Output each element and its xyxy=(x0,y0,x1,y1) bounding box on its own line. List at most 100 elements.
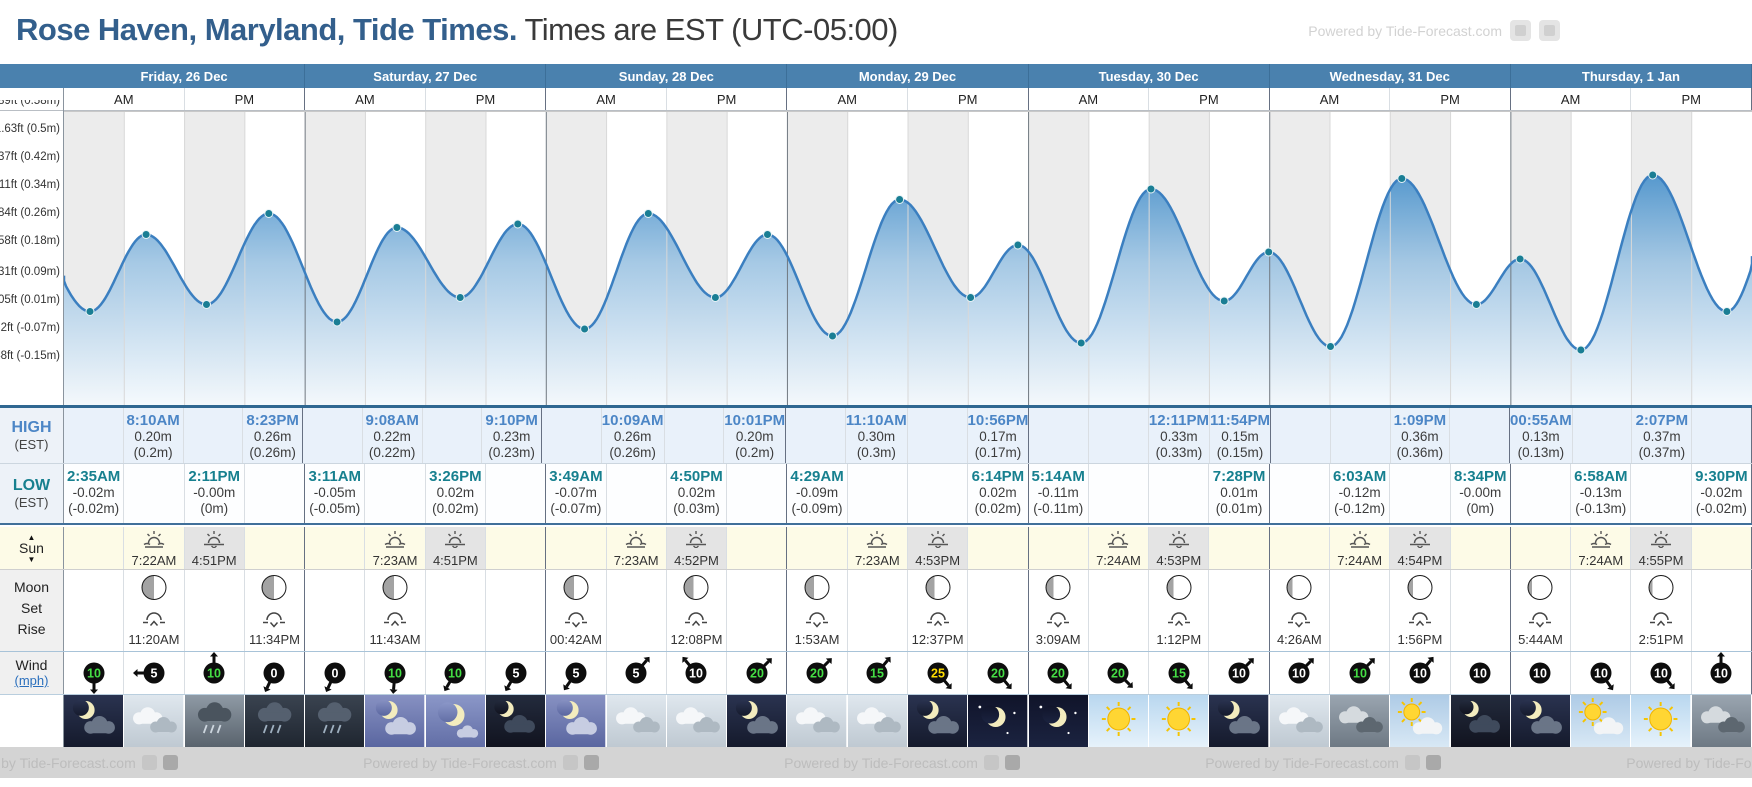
sun-set-time: 4:55PM xyxy=(1638,553,1684,568)
weather-icon-cloud xyxy=(606,695,666,747)
wind-arrow-icon: 20 xyxy=(1107,662,1134,688)
moon-rise-time: 1:56PM xyxy=(1397,632,1443,647)
weather-cell-sun-cloud xyxy=(1390,695,1451,747)
footer-share-icon[interactable] xyxy=(141,755,157,770)
weather-cell-night-moon-cloud xyxy=(1510,695,1572,747)
weather-cell-moon-cloud-blue xyxy=(546,695,607,747)
high-tide-height: 0.36m xyxy=(1401,429,1439,444)
ampm-cell: AM xyxy=(1029,88,1150,110)
wind-arrow-icon: 10 xyxy=(1228,658,1254,684)
moon-cell xyxy=(425,570,486,651)
moon-cell: 12:37PM xyxy=(907,570,969,651)
sun-cell: 7:24AM xyxy=(1088,527,1150,569)
footer-powered-by[interactable]: Powered by Tide-Forecast.com xyxy=(1626,755,1752,771)
page-title-location: Rose Haven, Maryland, Tide Times. xyxy=(16,12,517,47)
wind-arrow-icon: 5 xyxy=(625,656,650,684)
low-tide-time: 3:26PM xyxy=(429,468,482,485)
powered-by-header[interactable]: Powered by Tide-Forecast.com xyxy=(1308,20,1560,41)
tide-extreme-marker xyxy=(141,230,151,239)
wind-speed-cell: 20 xyxy=(1088,652,1150,694)
sunrise-icon xyxy=(1590,531,1612,548)
powered-by-text[interactable]: Powered by Tide-Forecast.com xyxy=(1308,22,1502,39)
high-tide-entry: 8:23PM 0.26m (0.26m) xyxy=(243,408,302,461)
low-tide-cell: 6:58AM -0.13m (-0.13m) xyxy=(1571,464,1632,523)
sun-cell xyxy=(1028,527,1089,569)
moon-cell: 11:43AM xyxy=(365,570,426,651)
wind-speed-cell: 20 xyxy=(727,652,788,694)
moon-cell xyxy=(1450,570,1511,651)
day-header-5: Tuesday, 30 Dec xyxy=(1029,64,1270,88)
footer-powered-by-text[interactable]: Powered by Tide-Forecast.com xyxy=(363,754,557,771)
moon-rise-time: 11:43AM xyxy=(369,632,421,647)
weather-icon-cloud xyxy=(124,695,184,747)
low-tide-height-alt: (-0.07m) xyxy=(550,501,602,516)
moon-cell xyxy=(64,570,125,651)
footer-powered-by-text[interactable]: Powered by Tide-Forecast.com xyxy=(1626,754,1752,771)
tide-extreme-marker xyxy=(1264,247,1274,257)
low-est-label: (EST) xyxy=(14,495,49,510)
high-tide-entry: 12:11PM 0.33m (0.33m) xyxy=(1149,408,1209,461)
wind-speed-cell: 25 xyxy=(907,652,969,694)
wind-speed-cell: 5 xyxy=(606,652,667,694)
low-tide-cell: 2:35AM -0.02m (-0.02m) xyxy=(64,464,125,523)
high-tide-entry: 00:55AM 0.13m (0.13m) xyxy=(1510,408,1572,461)
day-header-1: Friday, 26 Dec xyxy=(64,64,306,88)
day-header-row: Friday, 26 Dec Saturday, 27 Dec Sunday, 28… xyxy=(0,64,1752,88)
low-tide-cell: 6:03AM -0.12m (-0.12m) xyxy=(1329,464,1391,523)
footer-powered-by[interactable]: Powered by Tide-Forecast.com xyxy=(363,755,599,771)
share-icon[interactable] xyxy=(1510,20,1531,41)
moon-set-icon-wrap xyxy=(1047,608,1070,633)
footer-share-icon[interactable] xyxy=(1404,755,1420,770)
low-tide-height-alt: (0m) xyxy=(1466,501,1495,516)
wind-unit-link[interactable]: (mph) xyxy=(14,673,49,688)
footer-powered-by[interactable]: Powered by Tide-Forecast.com xyxy=(0,755,178,771)
social-icon[interactable] xyxy=(1539,20,1560,41)
weather-cell-night-moon-cloud xyxy=(1209,695,1270,747)
wind-arrow-icon: 15 xyxy=(1168,662,1193,690)
tide-extreme-marker xyxy=(1326,342,1335,351)
moonset-icon xyxy=(263,612,286,628)
footer-social-icon[interactable] xyxy=(1004,755,1020,770)
footer-powered-by[interactable]: Powered by Tide-Forecast.com xyxy=(1205,755,1441,771)
footer-social-icon[interactable] xyxy=(583,755,599,770)
low-tide-height-alt: (0.01m) xyxy=(1215,501,1263,516)
wind-speed-cell: 10 xyxy=(64,652,125,694)
moon-phase-icon xyxy=(141,575,167,600)
moon-rise-icon-wrap xyxy=(1650,608,1673,633)
svg-text:20: 20 xyxy=(1112,667,1126,681)
footer-share-icon[interactable] xyxy=(983,755,999,770)
high-tide-cell xyxy=(303,408,363,463)
weather-icon-night-clear xyxy=(968,695,1028,747)
footer-powered-by[interactable]: Powered by Tide-Forecast.com xyxy=(784,755,1020,771)
wind-arrow-icon: 0 xyxy=(263,662,285,693)
weather-icon-cloud xyxy=(787,695,847,747)
low-tide-height: -0.00m xyxy=(193,485,236,500)
high-tide-height: 0.20m xyxy=(134,429,172,444)
low-tide-entry: 3:11AM -0.05m (-0.05m) xyxy=(305,464,364,517)
moon-set-icon-wrap xyxy=(1288,608,1311,633)
tide-extreme-marker xyxy=(580,324,590,334)
weather-icon-night-cloud xyxy=(485,695,546,747)
wind-speed-cell: 20 xyxy=(968,652,1029,694)
footer-share-icon[interactable] xyxy=(562,755,578,770)
high-tide-cell: 2:07PM 0.37m (0.37m) xyxy=(1632,408,1693,463)
sunrise-icon xyxy=(143,531,165,548)
svg-text:20: 20 xyxy=(1051,667,1065,681)
footer-social-icon[interactable] xyxy=(162,755,178,770)
sun-rise-entry: 7:23AM xyxy=(365,527,424,568)
moon-cell xyxy=(1329,570,1391,651)
weather-row xyxy=(0,695,1752,747)
footer-powered-by-text[interactable]: Powered by Tide-Forecast.com xyxy=(1205,754,1399,771)
svg-text:10: 10 xyxy=(1654,667,1668,681)
ampm-cell: AM xyxy=(1511,88,1632,110)
moon-set-icon-wrap xyxy=(564,608,587,633)
weather-icon-rain-night xyxy=(244,695,305,747)
sun-set-entry: 4:53PM xyxy=(908,527,967,568)
low-tide-height-alt: (-0.09m) xyxy=(791,501,843,516)
footer-social-icon[interactable] xyxy=(1425,755,1441,770)
sun-cell: 4:53PM xyxy=(907,527,969,569)
moon-set-icon-wrap xyxy=(263,608,286,633)
footer-powered-by-text[interactable]: Powered by Tide-Forecast.com xyxy=(784,754,978,771)
high-tide-cell xyxy=(664,408,725,463)
footer-powered-by-text[interactable]: Powered by Tide-Forecast.com xyxy=(0,754,136,771)
